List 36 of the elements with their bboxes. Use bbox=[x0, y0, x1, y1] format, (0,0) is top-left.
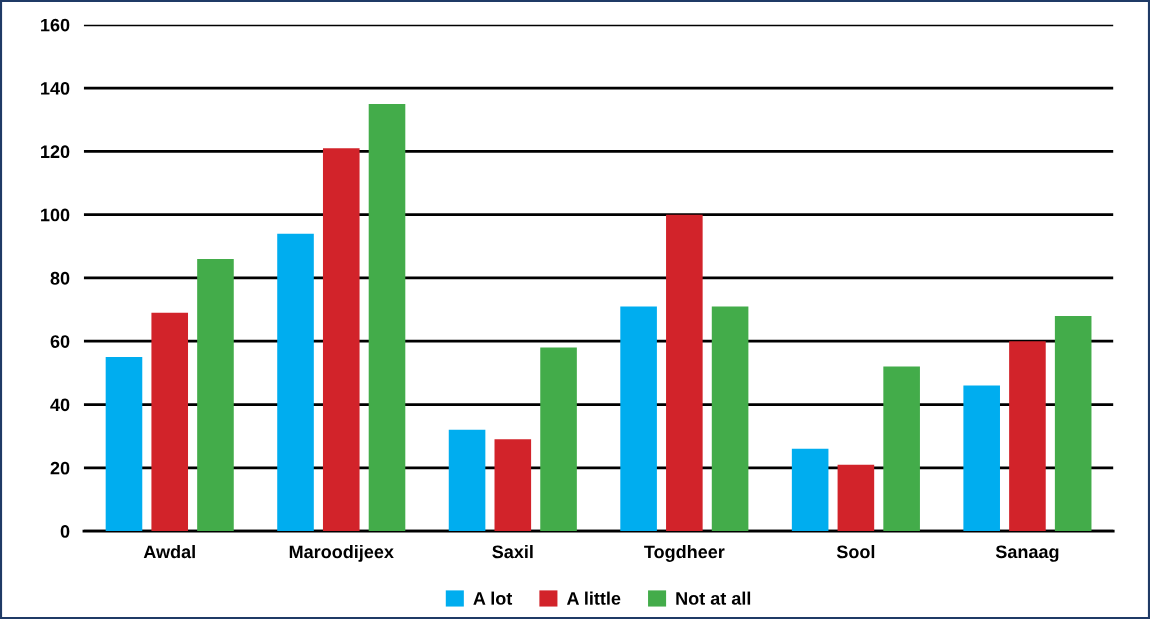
x-tick-label: Sanaag bbox=[995, 545, 1059, 562]
x-tick-label: Maroodijeex bbox=[289, 544, 394, 562]
bar bbox=[540, 347, 577, 532]
bar bbox=[368, 103, 406, 532]
x-tick-label: Saxil bbox=[492, 544, 533, 559]
bar bbox=[620, 306, 657, 532]
y-tick-label: 140 bbox=[41, 81, 70, 95]
bar bbox=[151, 312, 189, 532]
legend-label: A little bbox=[566, 591, 621, 605]
bar bbox=[197, 258, 234, 532]
bar bbox=[494, 439, 532, 532]
y-tick-label: 20 bbox=[50, 461, 70, 475]
bar bbox=[1009, 341, 1046, 532]
bar bbox=[448, 429, 486, 532]
y-tick-label: 120 bbox=[41, 145, 70, 159]
bar bbox=[963, 385, 1000, 532]
y-tick-label: 80 bbox=[50, 271, 70, 285]
bar bbox=[666, 214, 703, 532]
x-tick-label: Togdheer bbox=[644, 544, 725, 562]
x-tick-label: Sool bbox=[836, 544, 875, 559]
bar bbox=[711, 306, 749, 532]
bar bbox=[791, 448, 829, 532]
legend-label: A lot bbox=[473, 591, 513, 605]
y-tick-label: 160 bbox=[41, 18, 70, 32]
y-tick-label: 40 bbox=[50, 398, 70, 412]
bar bbox=[277, 233, 314, 532]
bar bbox=[105, 357, 143, 532]
y-tick-label: 60 bbox=[50, 335, 70, 348]
x-tick-label: Awdal bbox=[143, 544, 195, 559]
y-tick-label: 0 bbox=[60, 525, 70, 538]
bar bbox=[322, 148, 360, 532]
bar bbox=[837, 464, 875, 532]
legend-label: Not at all bbox=[676, 591, 751, 605]
bar bbox=[883, 366, 920, 532]
bar bbox=[1054, 315, 1092, 532]
y-tick-label: 100 bbox=[41, 208, 70, 222]
